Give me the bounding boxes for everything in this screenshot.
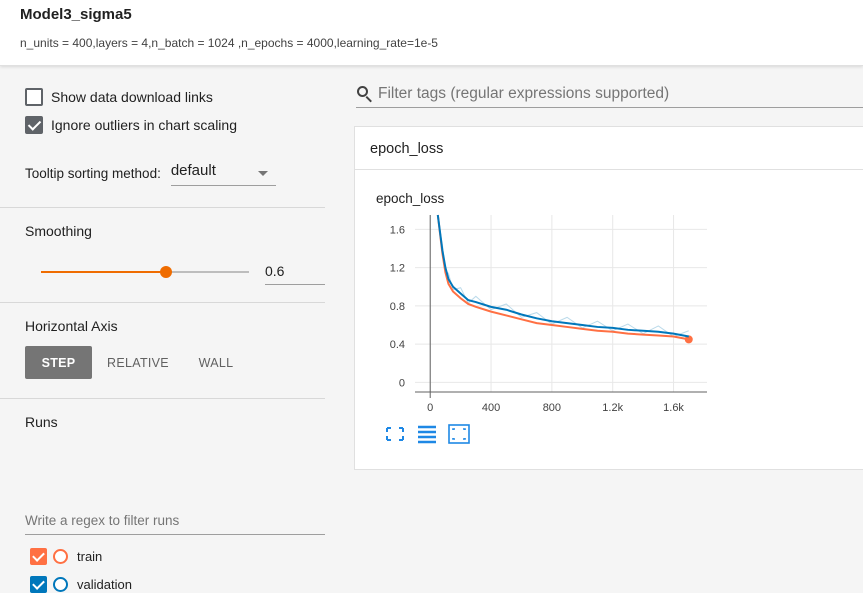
validation-raw-line bbox=[437, 217, 689, 338]
x-tick-label: 1.6k bbox=[663, 402, 684, 414]
smoothing-slider[interactable] bbox=[41, 265, 249, 279]
tooltip-sorting-label: Tooltip sorting method: bbox=[25, 165, 161, 181]
axis-relative-button[interactable]: RELATIVE bbox=[107, 355, 169, 370]
chart-card: epoch_loss 0 0.4 0.8 1.2 1.6 0 400 800 1.2k 1.6k bbox=[354, 170, 863, 470]
run-validation-checkbox[interactable] bbox=[30, 576, 47, 593]
options-section: Show data download links Ignore outliers… bbox=[0, 66, 325, 208]
show-download-checkbox[interactable] bbox=[25, 88, 43, 106]
run-validation-color-icon bbox=[53, 577, 68, 592]
x-tick-label: 0 bbox=[427, 402, 433, 414]
series-line-validation bbox=[436, 214, 689, 338]
chart-toolbar bbox=[384, 424, 480, 444]
tag-filter-placeholder: Filter tags (regular expressions support… bbox=[378, 84, 670, 102]
runs-filter-input[interactable]: Write a regex to filter runs bbox=[25, 507, 325, 535]
slider-thumb[interactable] bbox=[159, 266, 172, 278]
ignore-outliers-toggle[interactable]: Ignore outliers in chart scaling bbox=[25, 116, 237, 134]
run-item-validation[interactable]: validation bbox=[30, 576, 132, 593]
axis-step-button[interactable]: STEP bbox=[25, 346, 92, 379]
x-tick-label: 1.2k bbox=[602, 402, 623, 414]
run-validation-label: validation bbox=[77, 577, 132, 592]
series-endpoint-train bbox=[684, 335, 693, 344]
smoothing-section: Smoothing 0.6 bbox=[0, 208, 325, 303]
y-tick-label: 1.2 bbox=[390, 263, 405, 275]
horizontal-axis-label: Horizontal Axis bbox=[25, 318, 118, 334]
axis-wall-button[interactable]: WALL bbox=[198, 355, 234, 370]
smoothing-value-input[interactable]: 0.6 bbox=[265, 259, 325, 285]
ignore-outliers-checkbox[interactable] bbox=[25, 116, 43, 134]
page-title: Model3_sigma5 bbox=[20, 6, 132, 23]
ignore-outliers-label: Ignore outliers in chart scaling bbox=[51, 117, 237, 133]
fullscreen-icon[interactable] bbox=[384, 424, 406, 444]
show-download-label: Show data download links bbox=[51, 89, 213, 105]
slider-fill bbox=[41, 271, 166, 273]
show-download-links-toggle[interactable]: Show data download links bbox=[25, 88, 213, 106]
run-train-checkbox[interactable] bbox=[30, 548, 47, 565]
page-subtitle: n_units = 400,layers = 4,n_batch = 1024 … bbox=[20, 36, 438, 50]
run-train-color-icon bbox=[53, 549, 68, 564]
y-tick-label: 0 bbox=[399, 377, 405, 389]
chart-title: epoch_loss bbox=[376, 191, 445, 206]
runs-section: Runs Write a regex to filter runs train … bbox=[0, 399, 325, 593]
search-icon bbox=[356, 85, 374, 103]
run-item-train[interactable]: train bbox=[30, 548, 102, 565]
run-header: Model3_sigma5 n_units = 400,layers = 4,n… bbox=[0, 0, 863, 66]
y-tick-label: 1.6 bbox=[390, 224, 405, 236]
dropdown-arrow-icon bbox=[257, 171, 268, 176]
y-tick-label: 0.8 bbox=[390, 301, 405, 313]
tag-filter-input[interactable]: Filter tags (regular expressions support… bbox=[356, 80, 863, 108]
card-header[interactable]: epoch_loss bbox=[354, 126, 863, 170]
tooltip-sorting-select[interactable]: default bbox=[170, 160, 276, 186]
main-panel: Filter tags (regular expressions support… bbox=[340, 66, 863, 532]
tooltip-sorting-row: Tooltip sorting method: default bbox=[25, 160, 276, 186]
runs-label: Runs bbox=[25, 414, 58, 430]
x-tick-label: 400 bbox=[482, 402, 500, 414]
fit-domain-icon[interactable] bbox=[448, 424, 470, 444]
smoothing-label: Smoothing bbox=[25, 223, 92, 239]
sidebar: Show data download links Ignore outliers… bbox=[0, 66, 340, 593]
run-train-label: train bbox=[77, 549, 103, 564]
horizontal-axis-section: Horizontal Axis STEP RELATIVE WALL bbox=[0, 303, 325, 399]
horizontal-axis-options: STEP RELATIVE WALL bbox=[25, 346, 248, 379]
y-tick-label: 0.4 bbox=[390, 339, 405, 351]
toggle-log-scale-icon[interactable] bbox=[416, 424, 438, 444]
loss-chart[interactable]: 0 0.4 0.8 1.2 1.6 0 400 800 1.2k 1.6k bbox=[355, 170, 863, 470]
x-tick-label: 800 bbox=[543, 402, 561, 414]
series-line-train bbox=[436, 214, 689, 341]
tooltip-sorting-value: default bbox=[170, 162, 216, 179]
